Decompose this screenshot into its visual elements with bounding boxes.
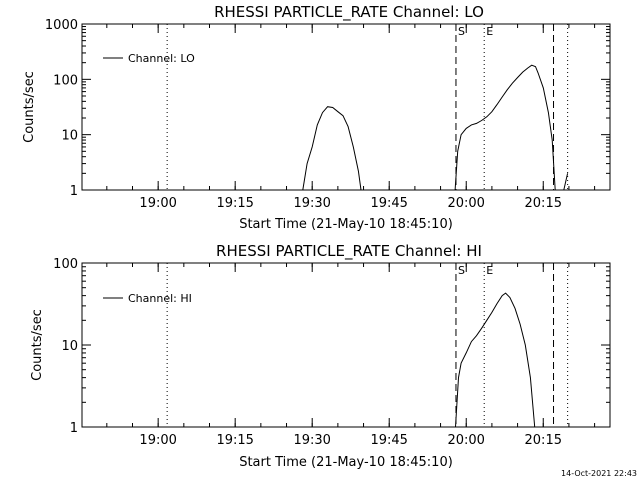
footer-timestamp: 14-Oct-2021 22:43 xyxy=(561,469,637,478)
lo-chart-title: RHESSI PARTICLE_RATE Channel: LO xyxy=(214,3,484,22)
y-tick-label: 1 xyxy=(70,184,78,199)
x-tick-label: 19:00 xyxy=(139,196,176,211)
lo-y-axis: 1 10 100 1000 xyxy=(45,18,610,199)
y-tick-label: 100 xyxy=(53,73,78,88)
x-tick-label: 20:15 xyxy=(525,196,562,211)
hi-y-axis: 1 10 100 xyxy=(53,257,610,436)
lo-plot-frame xyxy=(81,23,611,191)
x-tick-label: 19:15 xyxy=(216,433,253,448)
y-tick-label: 1000 xyxy=(45,18,78,33)
hi-legend-label: Channel: HI xyxy=(128,292,192,305)
lo-y-axis-label: Counts/sec xyxy=(22,71,37,143)
y-tick-label: 100 xyxy=(53,257,78,272)
x-tick-label: 20:00 xyxy=(447,433,484,448)
x-tick-label: 19:45 xyxy=(370,196,407,211)
x-tick-label: 19:30 xyxy=(293,196,330,211)
hi-legend: Channel: HI xyxy=(103,292,192,305)
event-marker-label: S xyxy=(458,25,465,38)
lo-series-group xyxy=(302,64,569,191)
series-line xyxy=(302,106,362,191)
hi-channel-panel: RHESSI PARTICLE_RATE Channel: HI 110100 … xyxy=(30,242,611,470)
lo-channel-panel: RHESSI PARTICLE_RATE Channel: LO 1101001… xyxy=(22,3,611,232)
x-tick-label: 19:15 xyxy=(216,196,253,211)
y-tick-label: 1 xyxy=(70,421,78,436)
x-tick-label: 19:45 xyxy=(370,433,407,448)
x-tick-label: 20:15 xyxy=(525,433,562,448)
event-marker-label: E xyxy=(486,25,493,38)
event-marker-label: S xyxy=(458,264,465,277)
lo-x-axis-label: Start Time (21-May-10 18:45:10) xyxy=(239,217,453,232)
lo-legend: Channel: LO xyxy=(103,52,195,65)
hi-plot-frame xyxy=(81,262,611,428)
x-tick-label: 19:00 xyxy=(139,433,176,448)
event-marker-label: E xyxy=(486,264,493,277)
x-tick-label: 20:00 xyxy=(447,196,484,211)
series-line xyxy=(454,64,556,191)
hi-series-group xyxy=(455,292,536,428)
y-tick-label: 10 xyxy=(61,129,78,144)
hi-chart-title: RHESSI PARTICLE_RATE Channel: HI xyxy=(216,242,482,261)
lo-x-axis: 19:00 19:15 19:30 19:45 20:00 20:15 xyxy=(106,24,596,211)
series-line xyxy=(563,173,569,191)
hi-x-axis: 19:00 19:15 19:30 19:45 20:00 20:15 xyxy=(106,263,596,448)
series-line xyxy=(455,292,536,428)
hi-x-axis-label: Start Time (21-May-10 18:45:10) xyxy=(239,455,453,470)
hi-y-axis-label: Counts/sec xyxy=(30,309,45,381)
y-tick-label: 10 xyxy=(61,339,78,354)
x-tick-label: 19:30 xyxy=(293,433,330,448)
lo-legend-label: Channel: LO xyxy=(128,52,195,65)
